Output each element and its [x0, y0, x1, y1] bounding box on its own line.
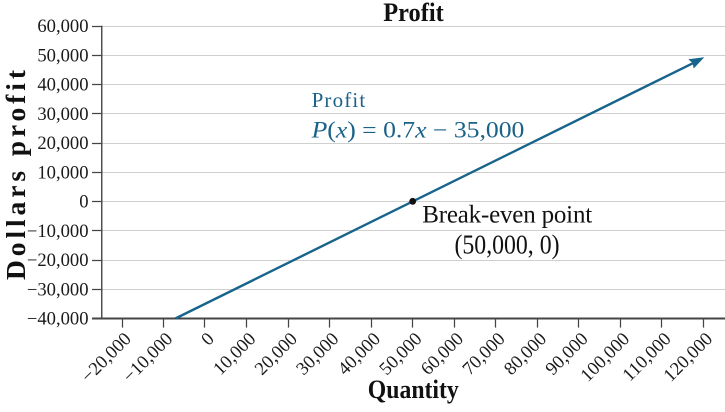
svg-text:Dollars profit: Dollars profit [0, 69, 31, 280]
svg-text:Profit: Profit [383, 0, 444, 27]
svg-text:0: 0 [79, 192, 88, 213]
svg-text:Profit: Profit [312, 88, 366, 112]
svg-text:−30,000: −30,000 [27, 279, 89, 300]
svg-text:−10,000: −10,000 [27, 221, 89, 242]
svg-text:P(x) = 0.7x − 35,000: P(x) = 0.7x − 35,000 [311, 117, 525, 142]
svg-text:40,000: 40,000 [37, 75, 88, 96]
svg-text:−40,000: −40,000 [27, 309, 89, 330]
svg-text:30,000: 30,000 [37, 104, 88, 125]
svg-text:Break-even point: Break-even point [422, 202, 592, 229]
svg-text:(50,000, 0): (50,000, 0) [455, 229, 560, 259]
svg-text:20,000: 20,000 [37, 133, 88, 154]
svg-text:50,000: 50,000 [37, 45, 88, 66]
svg-text:Quantity: Quantity [368, 375, 459, 404]
svg-text:10,000: 10,000 [37, 162, 88, 183]
svg-text:−20,000: −20,000 [27, 250, 89, 271]
svg-text:60,000: 60,000 [37, 16, 88, 37]
